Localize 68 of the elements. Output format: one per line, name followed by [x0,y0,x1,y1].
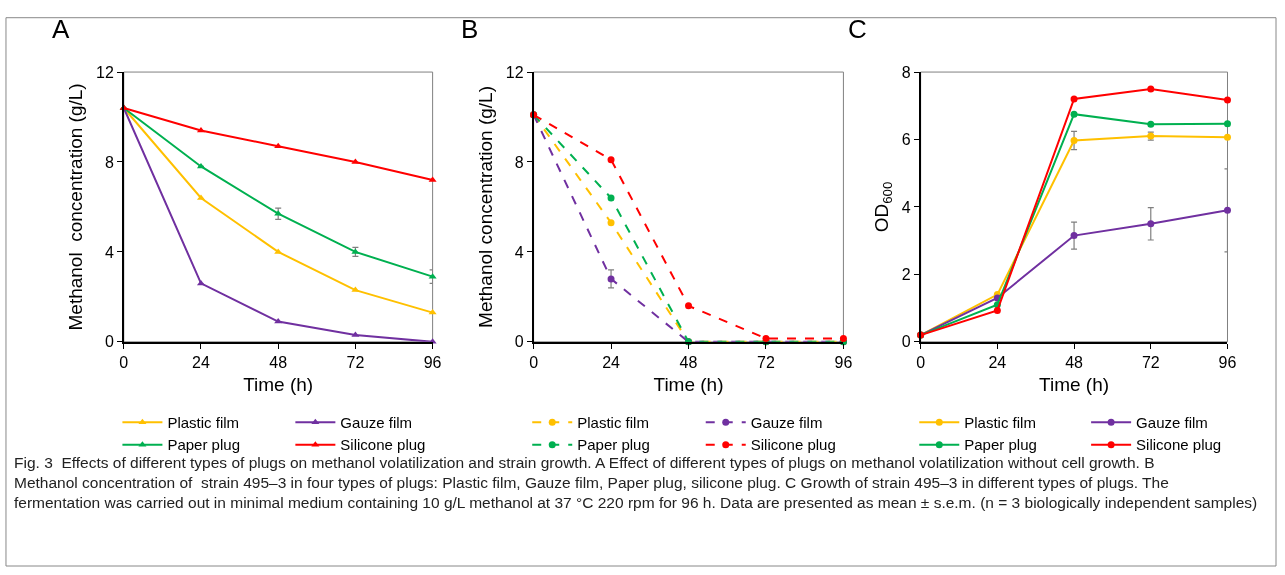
point [1070,110,1078,118]
x-tick-label: 24 [988,354,1007,372]
chart-title: C [848,14,867,44]
legend-label: Paper plug [964,436,1037,454]
point [1070,95,1078,103]
legend-label: Paper plug [577,436,650,454]
point [1147,220,1155,228]
y-tick-label: 8 [514,153,524,171]
legend-label: Plastic film [964,413,1036,431]
y-tick-label: 4 [514,243,524,261]
point [607,219,615,227]
y-tick-label: 2 [901,265,911,283]
legend-label: Silicone plug [340,436,426,454]
x-tick-label: 72 [346,354,365,372]
y-tick-label: 12 [505,63,524,81]
x-tick-label: 0 [916,354,926,372]
legend-label: Plastic film [577,413,649,431]
legend-label: Silicone plug [750,436,836,454]
y-tick-label: 4 [104,243,114,261]
y-tick-label: 0 [104,333,114,351]
point [685,302,693,310]
legend-label: Gauze film [750,413,823,431]
point [1224,120,1231,128]
x-tick-label: 72 [1141,354,1160,372]
caption: Fig. 3 Effects of different types of plugs on methanol volatilization and strain growth. A Effect of different types of plugs on methanol volatilization without cell growth. B Methanol concentration of strain 495–3 in four types of plugs: Plastic film, Gauze film, Paper plug, silicone plug. C Growth of strain 495–3 in different types of plugs. The fermentation was carried out in minimal medium containing 10 g/L methanol at 37 °C 220 rpm for 96 h. Data are presented as mean ± s.e.m. (n = 3 biologically independent samples) [14,454,1258,512]
x-tick-label: 0 [119,354,129,372]
point [993,306,1001,314]
point [1070,232,1078,240]
x-tick-label: 48 [1065,354,1084,372]
point [196,279,206,286]
point [839,334,847,342]
y-tick-label: 4 [901,198,911,216]
y-tick-label: 0 [514,333,524,351]
point [1147,85,1155,93]
x-tick-label: 48 [679,354,698,372]
point [607,156,615,164]
y-tick-label: 8 [901,63,911,81]
x-tick-label: 24 [602,354,621,372]
point [1224,206,1231,214]
y-tick-label: 12 [96,63,114,81]
point [607,275,615,283]
legend-label: Paper plug [167,436,240,454]
point [1070,137,1078,145]
point [1224,96,1231,104]
legend-label: Silicone plug [1136,436,1222,454]
x-tick-label: 48 [269,354,288,372]
y-tick-label: 8 [104,153,114,171]
x-tick-label: 96 [423,354,442,372]
point [762,334,770,342]
x-tick-label: 0 [529,354,539,372]
legend-label: Gauze film [1136,413,1208,431]
chart-title: B [461,14,479,44]
x-tick-label: 72 [757,354,775,372]
y-axis-title: Methanol concentration (g/L) [65,83,87,331]
y-axis-title: Methanol concentration (g/L) [475,86,497,328]
y-tick-label: 6 [901,131,911,149]
point [1147,120,1155,128]
x-tick-label: 24 [192,354,210,372]
point [607,194,615,202]
chart-title: A [52,14,70,44]
y-tick-label: 0 [901,333,911,351]
x-axis-title: Time (h) [653,374,724,396]
x-tick-label: 96 [1218,354,1237,372]
legend-label: Plastic film [167,413,240,431]
legend-label: Gauze film [340,413,413,431]
x-axis-title: Time (h) [243,374,314,396]
x-tick-label: 96 [834,354,853,372]
x-axis-title: Time (h) [1039,374,1110,396]
